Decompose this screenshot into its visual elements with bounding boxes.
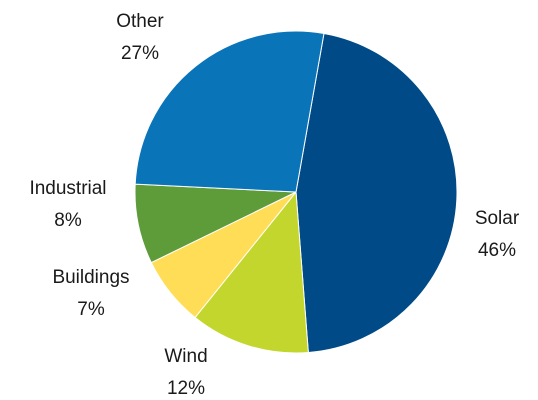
slice-labels: Solar 46% Wind 12% Buildings 7% Industrial 8% Ot… [29,11,519,399]
slice-label-industrial: Industrial 8% [29,178,106,231]
slice-label-wind: Wind 12% [164,346,207,399]
pie-slice-wind [194,190,309,354]
slice-label-name: Buildings [52,267,129,288]
slice-label-other: Other 27% [116,11,164,64]
slice-label-buildings: Buildings 7% [52,267,129,320]
slice-label-name: Wind [164,346,207,367]
slice-label-value: 27% [121,43,159,64]
slice-label-name: Industrial [29,178,106,199]
slice-label-value: 12% [167,378,205,399]
slice-label-value: 46% [478,240,516,261]
pie-slice-solar [295,32,458,354]
slice-label-name: Solar [475,208,520,229]
slice-label-solar: Solar 46% [475,208,520,261]
slice-label-value: 8% [54,210,82,231]
slice-label-value: 7% [77,299,105,320]
pie-slices [134,30,458,354]
pie-slice-other [134,30,325,193]
slice-label-name: Other [116,11,164,32]
